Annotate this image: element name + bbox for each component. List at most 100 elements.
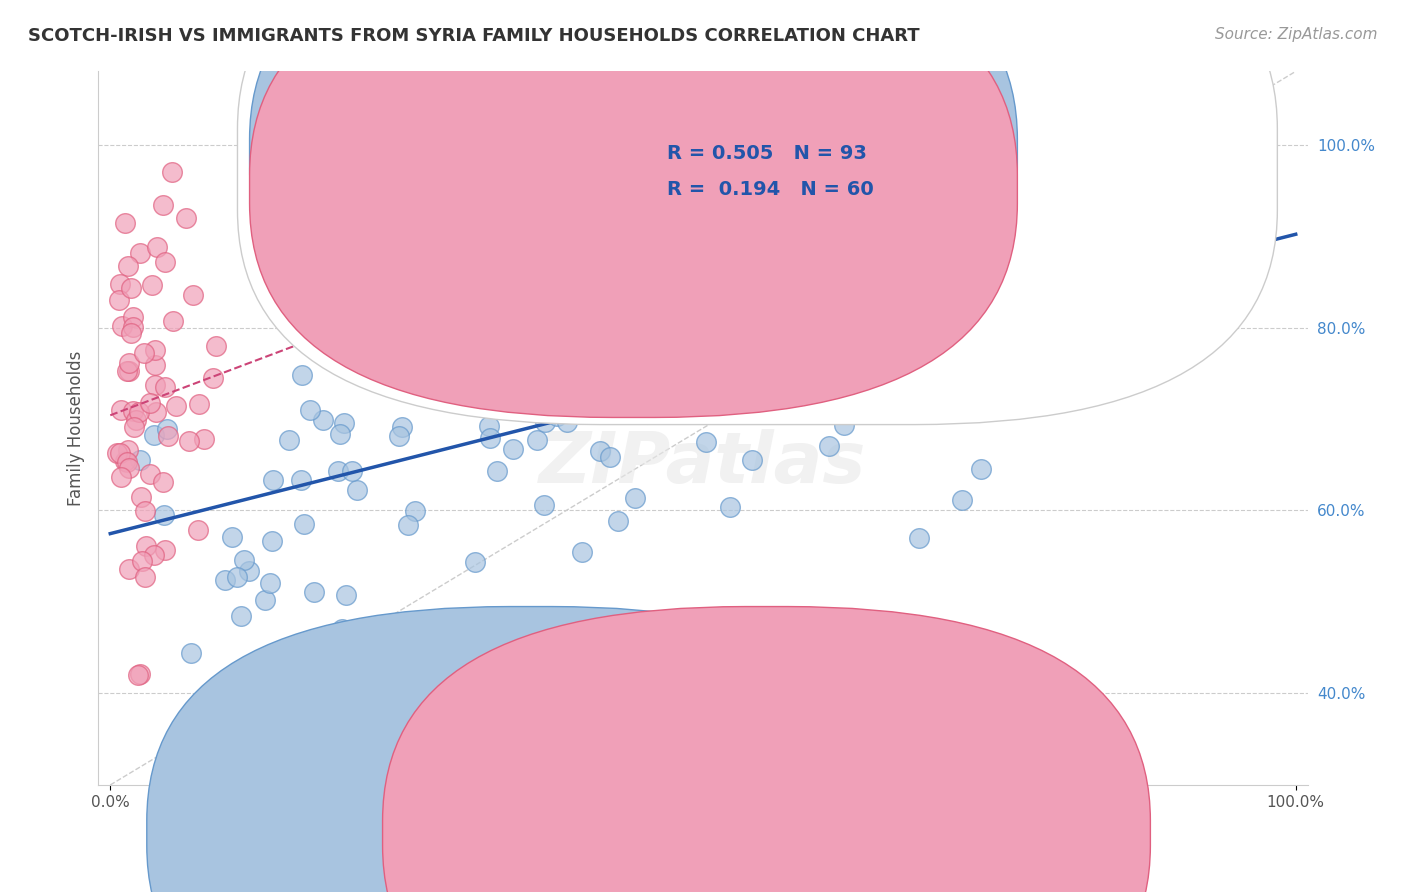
Point (145, 405, 167, 419)
Point (335, 588, 357, 602)
Point (128, 453, 150, 467)
Point (152, 475, 174, 490)
Point (110, 403, 132, 417)
Point (105, 446, 128, 460)
Point (139, 396, 162, 410)
Point (135, 539, 157, 553)
Point (157, 428, 180, 442)
Point (138, 467, 160, 481)
FancyBboxPatch shape (238, 0, 1278, 425)
Point (695, 435, 717, 450)
Point (1208, 231, 1230, 245)
Point (118, 461, 141, 475)
Point (108, 446, 131, 460)
Point (269, 290, 291, 304)
Point (143, 548, 166, 562)
Point (333, 416, 356, 430)
Point (131, 553, 153, 567)
Text: Source: ZipAtlas.com: Source: ZipAtlas.com (1215, 27, 1378, 42)
Point (464, 555, 486, 569)
Text: SCOTCH-IRISH VS IMMIGRANTS FROM SYRIA FAMILY HOUSEHOLDS CORRELATION CHART: SCOTCH-IRISH VS IMMIGRANTS FROM SYRIA FA… (28, 27, 920, 45)
Point (1099, 269, 1122, 284)
Point (250, 264, 273, 278)
Point (134, 345, 156, 359)
Point (115, 364, 138, 378)
Point (141, 277, 163, 292)
FancyBboxPatch shape (382, 607, 1150, 892)
Point (110, 469, 132, 483)
Point (111, 318, 134, 333)
Point (129, 490, 152, 504)
Point (761, 231, 783, 245)
Point (571, 545, 593, 559)
Point (117, 356, 139, 370)
Point (143, 428, 166, 442)
Y-axis label: Family Households: Family Households (66, 351, 84, 506)
Point (165, 399, 187, 413)
Point (354, 313, 377, 327)
Text: ZIPatlas: ZIPatlas (540, 429, 866, 499)
Point (391, 420, 413, 434)
Point (162, 314, 184, 328)
Point (533, 498, 555, 512)
Point (534, 416, 557, 430)
Point (387, 428, 409, 442)
Point (205, 339, 228, 353)
Point (304, 664, 326, 678)
Point (128, 405, 150, 419)
Point (291, 368, 314, 382)
Point (312, 413, 335, 427)
Point (478, 418, 501, 433)
Point (298, 403, 321, 417)
Point (970, 462, 993, 476)
Point (381, 333, 404, 347)
Point (152, 508, 174, 523)
Point (768, 260, 790, 274)
Point (226, 570, 249, 584)
Point (117, 259, 139, 273)
Point (153, 380, 176, 394)
Point (127, 668, 149, 682)
Point (396, 518, 419, 533)
Point (546, 409, 568, 423)
Point (599, 450, 621, 464)
Point (262, 474, 284, 488)
Point (583, 186, 606, 201)
Point (526, 433, 548, 447)
Point (174, 211, 197, 225)
Point (233, 552, 256, 566)
Point (120, 326, 142, 340)
Point (143, 378, 166, 392)
Point (114, 454, 136, 468)
Point (607, 514, 630, 528)
Point (443, 732, 465, 747)
Point (120, 281, 142, 295)
Point (122, 403, 145, 417)
Point (304, 585, 326, 599)
Point (155, 255, 177, 269)
Point (118, 562, 141, 576)
Point (579, 401, 602, 416)
Point (143, 343, 166, 358)
Point (254, 593, 277, 607)
Point (950, 493, 973, 508)
Point (328, 464, 350, 478)
Point (404, 235, 426, 250)
Point (121, 310, 143, 324)
Point (458, 384, 481, 398)
Point (143, 359, 166, 373)
Point (859, 314, 882, 328)
Point (260, 534, 283, 549)
Point (107, 293, 129, 307)
Point (108, 277, 131, 291)
Point (121, 320, 143, 334)
Point (949, 262, 972, 277)
Point (153, 543, 176, 558)
Point (741, 453, 763, 467)
Point (221, 530, 243, 544)
Point (749, 266, 772, 280)
Point (647, 332, 669, 346)
Point (329, 427, 352, 442)
Point (479, 431, 502, 445)
Point (503, 359, 526, 374)
